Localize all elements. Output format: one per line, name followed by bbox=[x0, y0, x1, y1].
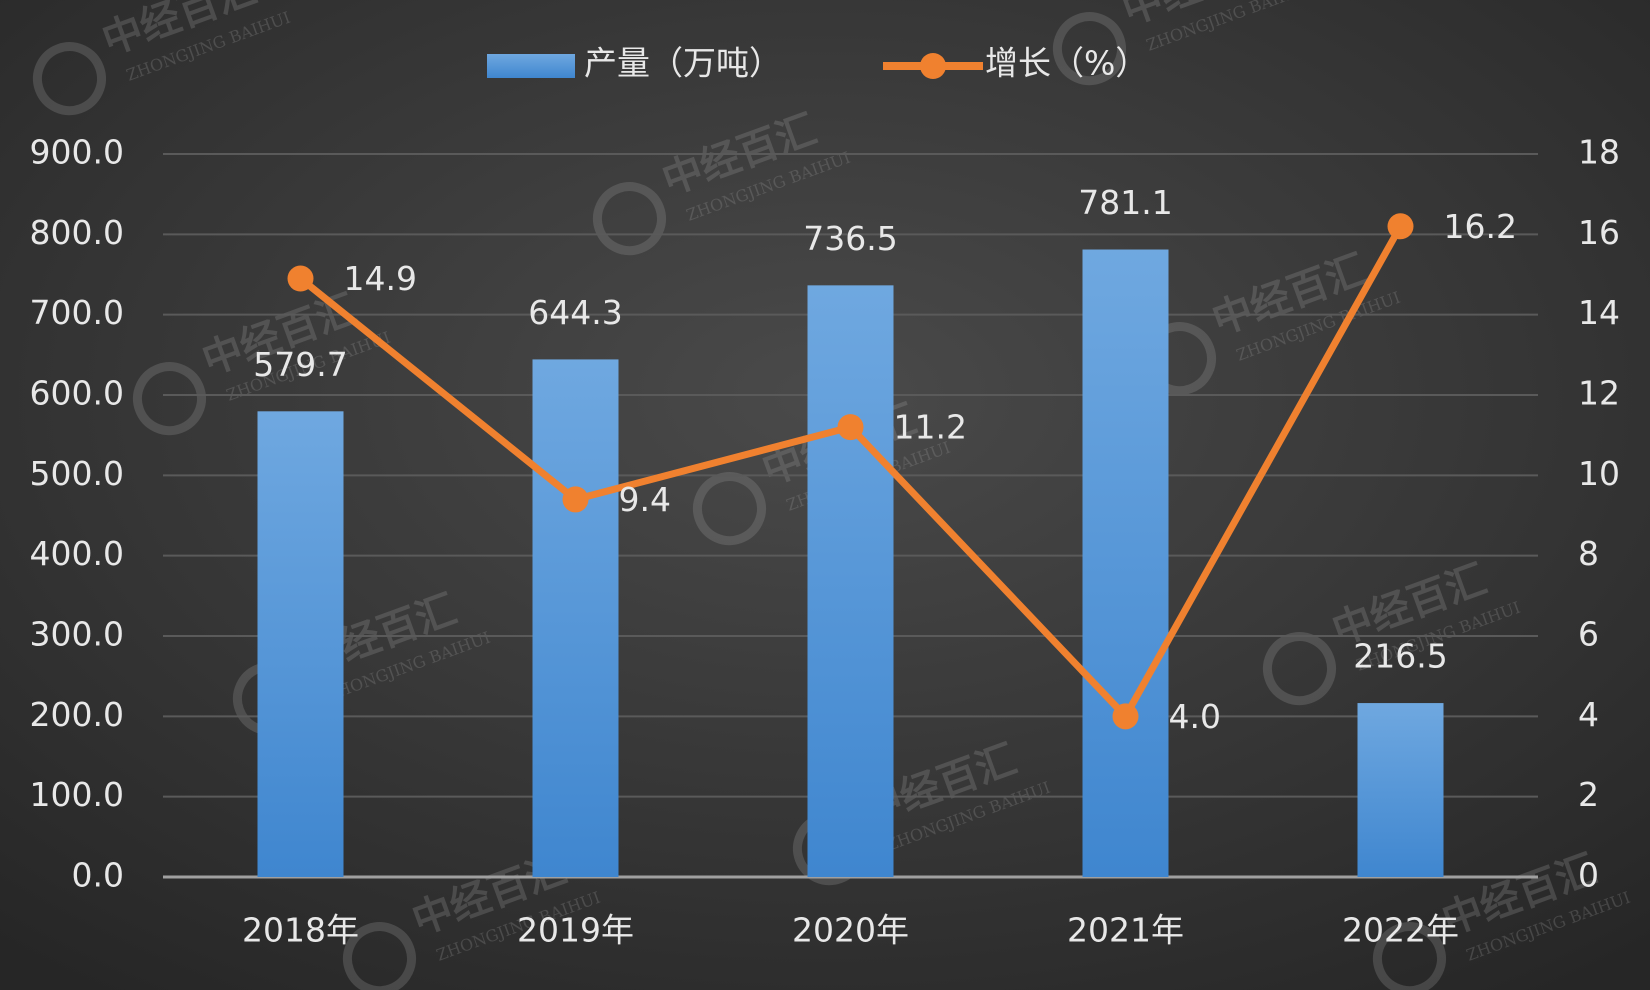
bar-value-label: 781.1 bbox=[1078, 183, 1172, 222]
y2-tick-label: 14 bbox=[1578, 293, 1620, 332]
bar bbox=[532, 359, 619, 877]
bar-value-label: 216.5 bbox=[1353, 637, 1447, 676]
y-tick-label: 600.0 bbox=[30, 374, 124, 413]
x-tick-label: 2021年 bbox=[1067, 911, 1184, 950]
bar bbox=[257, 411, 344, 877]
bar bbox=[1357, 703, 1444, 877]
legend-label: 增长（%） bbox=[985, 44, 1148, 83]
bar-value-label: 736.5 bbox=[803, 219, 897, 258]
y2-tick-label: 2 bbox=[1578, 775, 1599, 814]
y-tick-label: 800.0 bbox=[30, 213, 124, 252]
y-tick-label: 200.0 bbox=[30, 695, 124, 734]
y2-tick-label: 16 bbox=[1578, 213, 1620, 252]
x-tick-label: 2018年 bbox=[242, 911, 359, 950]
line-value-label: 11.2 bbox=[894, 408, 967, 447]
bar-value-label: 579.7 bbox=[253, 345, 347, 384]
y2-tick-label: 6 bbox=[1578, 615, 1599, 654]
y-tick-label: 300.0 bbox=[30, 615, 124, 654]
watermark-logo bbox=[132, 362, 206, 436]
x-tick-label: 2022年 bbox=[1342, 911, 1459, 950]
watermark-logo bbox=[1262, 632, 1336, 706]
line-value-label: 9.4 bbox=[619, 480, 671, 519]
watermark-logo bbox=[692, 472, 766, 546]
bar bbox=[807, 285, 894, 878]
line-point bbox=[837, 414, 864, 441]
watermark-logo bbox=[32, 42, 106, 116]
watermark-logo bbox=[592, 182, 666, 256]
y2-tick-label: 4 bbox=[1578, 695, 1599, 734]
line-value-label: 16.2 bbox=[1444, 207, 1517, 246]
line-value-label: 14.9 bbox=[344, 259, 417, 298]
line-point bbox=[287, 265, 314, 292]
watermark-logo bbox=[1052, 12, 1126, 86]
watermark-logo bbox=[1372, 922, 1446, 990]
legend-swatch bbox=[487, 54, 575, 78]
y2-tick-label: 8 bbox=[1578, 534, 1599, 573]
y-tick-label: 0.0 bbox=[72, 856, 124, 895]
y-tick-label: 400.0 bbox=[30, 534, 124, 573]
line-point bbox=[1112, 703, 1139, 730]
bar bbox=[1082, 249, 1169, 877]
y-tick-label: 500.0 bbox=[30, 454, 124, 493]
y2-tick-label: 0 bbox=[1578, 856, 1599, 895]
line-point bbox=[1387, 213, 1414, 240]
y2-tick-label: 18 bbox=[1578, 133, 1620, 172]
y2-tick-label: 12 bbox=[1578, 374, 1620, 413]
legend-label: 产量（万吨） bbox=[584, 44, 782, 83]
plot: 0.0100.0200.0300.0400.0500.0600.0700.080… bbox=[30, 44, 1620, 950]
x-tick-label: 2019年 bbox=[517, 911, 634, 950]
y2-tick-label: 10 bbox=[1578, 454, 1620, 493]
bar-value-label: 644.3 bbox=[528, 293, 622, 332]
y-tick-label: 700.0 bbox=[30, 293, 124, 332]
watermark-logo bbox=[342, 922, 416, 990]
line-value-label: 4.0 bbox=[1169, 697, 1221, 736]
x-tick-label: 2020年 bbox=[792, 911, 909, 950]
y-tick-label: 100.0 bbox=[30, 775, 124, 814]
y-tick-label: 900.0 bbox=[30, 133, 124, 172]
line-point bbox=[562, 486, 589, 513]
legend-swatch-marker bbox=[920, 53, 946, 79]
